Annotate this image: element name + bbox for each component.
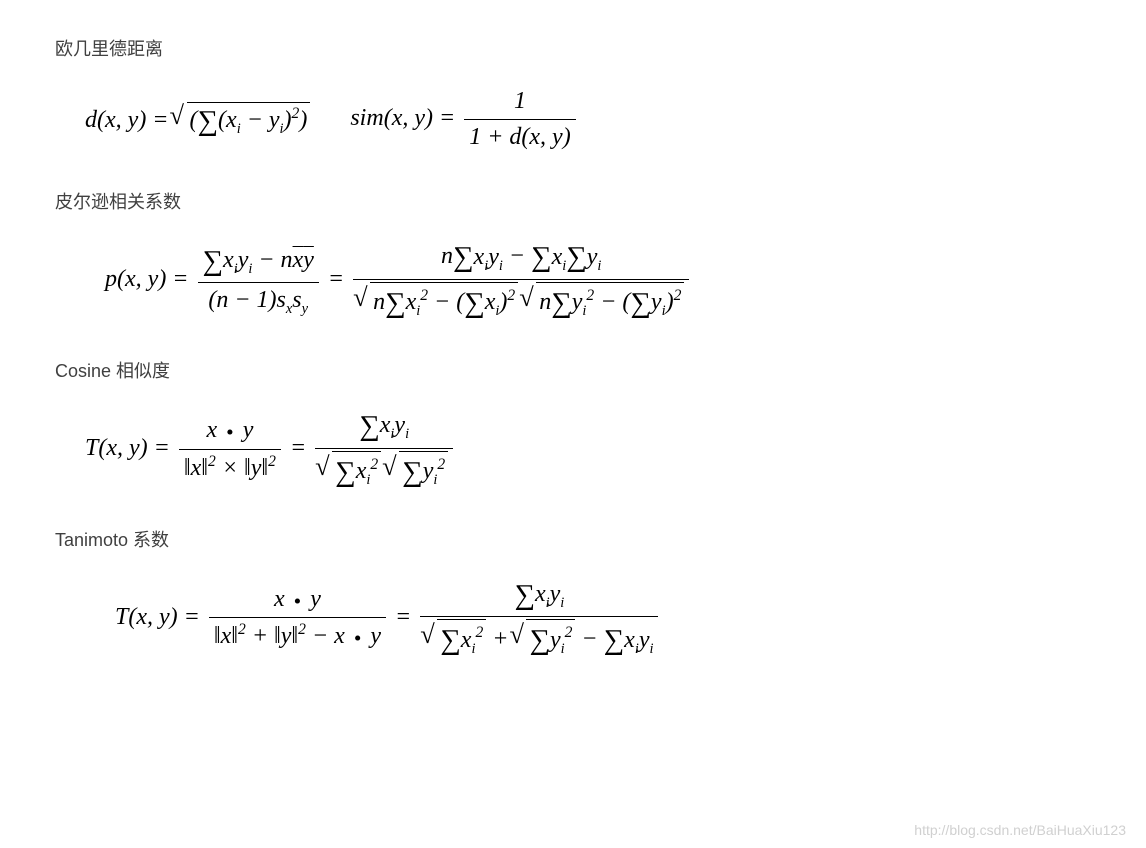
pearson-formula: p(x, y) = ∑xiyi − nxy (n − 1)sxsy = n∑xi…: [105, 239, 692, 322]
tanimoto-formula-row: T(x, y) = x • y ‖x‖2 + ‖y‖2 − x • y = ∑x…: [55, 577, 1091, 660]
pearson-lhs: p(x, y) =: [105, 266, 195, 292]
tanimoto-frac2: ∑xiyi ∑xi2 + ∑yi2 − ∑xiyi: [420, 577, 658, 660]
euclidean-title: 欧几里德距离: [55, 35, 1091, 61]
tanimoto-formula: T(x, y) = x • y ‖x‖2 + ‖y‖2 − x • y = ∑x…: [115, 577, 661, 660]
cosine-formula-row: T(x, y) = x • y ‖x‖2 × ‖y‖2 = ∑xiyi ∑xi2…: [55, 408, 1091, 491]
watermark: http://blog.csdn.net/BaiHuaXiu123: [914, 822, 1126, 838]
cosine-formula: T(x, y) = x • y ‖x‖2 × ‖y‖2 = ∑xiyi ∑xi2…: [85, 408, 456, 491]
tanimoto-frac2-den: ∑xi2 + ∑yi2 − ∑xiyi: [420, 617, 658, 659]
tanimoto-section: Tanimoto 系数 T(x, y) = x • y ‖x‖2 + ‖y‖2 …: [55, 526, 1091, 660]
pearson-frac2-den: n∑xi2 − (∑xi)2 n∑yi2 − (∑yi)2: [353, 280, 689, 322]
cosine-title: Cosine 相似度: [55, 357, 1091, 383]
sim-lhs: sim(x, y) =: [350, 105, 461, 131]
cosine-frac1: x • y ‖x‖2 × ‖y‖2: [179, 415, 281, 483]
euclidean-formula-row: d(x, y) = (∑(xi − yi)2) sim(x, y) = 1 1 …: [55, 86, 1091, 153]
pearson-formula-row: p(x, y) = ∑xiyi − nxy (n − 1)sxsy = n∑xi…: [55, 239, 1091, 322]
pearson-title: 皮尔逊相关系数: [55, 188, 1091, 214]
euclidean-sqrt: (∑(xi − yi)2): [175, 102, 311, 138]
euclidean-formula-1: d(x, y) = (∑(xi − yi)2): [85, 102, 310, 138]
cosine-equals: =: [290, 435, 312, 461]
tanimoto-frac1-num: x • y: [209, 584, 386, 618]
tanimoto-equals: =: [395, 604, 417, 630]
tanimoto-frac2-num: ∑xiyi: [420, 577, 658, 617]
pearson-frac2-num: n∑xiyi − ∑xi∑yi: [353, 239, 689, 279]
tanimoto-lhs: T(x, y) =: [115, 604, 206, 630]
pearson-frac1-num: ∑xiyi − nxy: [198, 243, 319, 283]
pearson-section: 皮尔逊相关系数 p(x, y) = ∑xiyi − nxy (n − 1)sxs…: [55, 188, 1091, 322]
cosine-frac2-den: ∑xi2 ∑yi2: [315, 449, 453, 491]
pearson-frac2: n∑xiyi − ∑xi∑yi n∑xi2 − (∑xi)2 n∑yi2 − (…: [353, 239, 689, 322]
tanimoto-frac1-den: ‖x‖2 + ‖y‖2 − x • y: [209, 618, 386, 652]
cosine-lhs: T(x, y) =: [85, 435, 176, 461]
sim-den: 1 + d(x, y): [464, 120, 576, 153]
cosine-frac2-num: ∑xiyi: [315, 408, 453, 448]
cosine-frac1-den: ‖x‖2 × ‖y‖2: [179, 450, 281, 484]
cosine-section: Cosine 相似度 T(x, y) = x • y ‖x‖2 × ‖y‖2 =…: [55, 357, 1091, 491]
pearson-equals: =: [328, 266, 350, 292]
sim-frac: 1 1 + d(x, y): [464, 86, 576, 153]
pearson-frac1: ∑xiyi − nxy (n − 1)sxsy: [198, 243, 319, 319]
euclidean-section: 欧几里德距离 d(x, y) = (∑(xi − yi)2) sim(x, y)…: [55, 35, 1091, 153]
euclidean-formula-2: sim(x, y) = 1 1 + d(x, y): [350, 86, 578, 153]
tanimoto-title: Tanimoto 系数: [55, 526, 1091, 552]
cosine-frac1-num: x • y: [179, 415, 281, 449]
sim-num: 1: [464, 86, 576, 120]
cosine-frac2: ∑xiyi ∑xi2 ∑yi2: [315, 408, 453, 491]
tanimoto-frac1: x • y ‖x‖2 + ‖y‖2 − x • y: [209, 584, 386, 652]
pearson-frac1-den: (n − 1)sxsy: [198, 283, 319, 319]
euclidean-lhs: d(x, y) =: [85, 107, 175, 133]
